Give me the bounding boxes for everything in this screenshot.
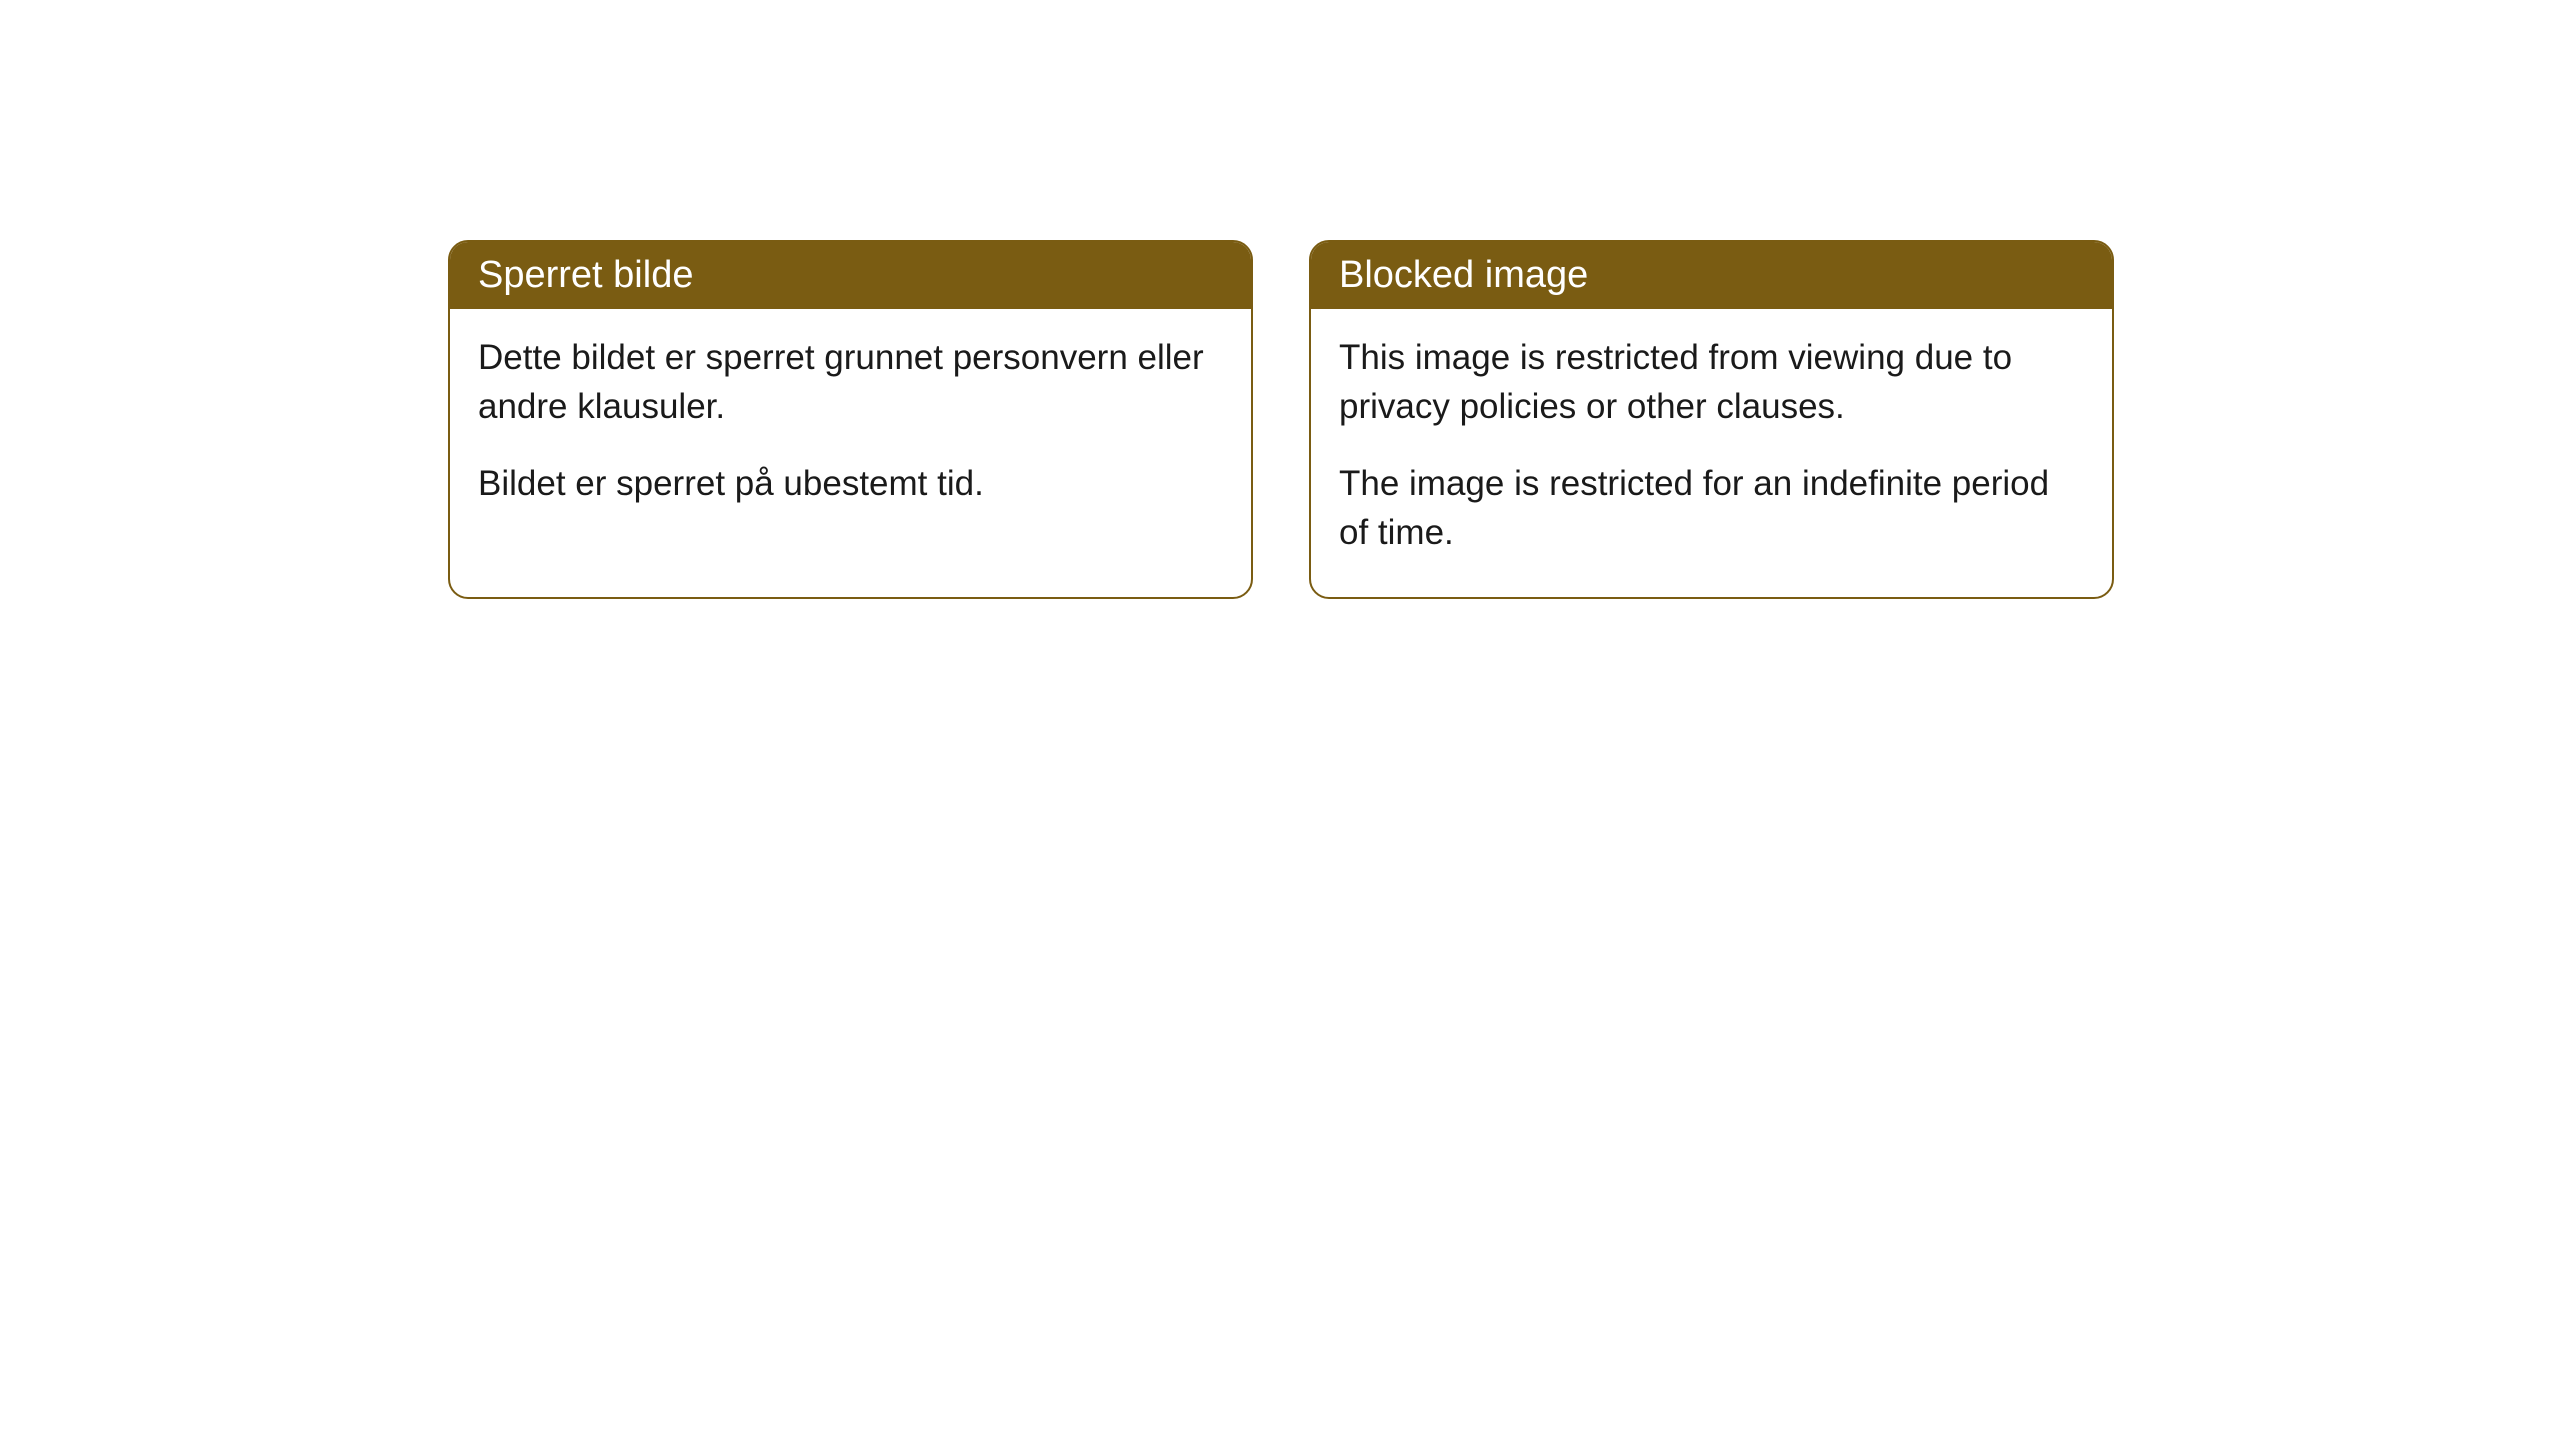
card-header-norwegian: Sperret bilde bbox=[450, 242, 1251, 309]
cards-container: Sperret bilde Dette bildet er sperret gr… bbox=[448, 240, 2560, 599]
card-paragraph-1-english: This image is restricted from viewing du… bbox=[1339, 333, 2084, 431]
card-english: Blocked image This image is restricted f… bbox=[1309, 240, 2114, 599]
card-title-norwegian: Sperret bilde bbox=[478, 254, 693, 296]
card-body-english: This image is restricted from viewing du… bbox=[1311, 309, 2112, 597]
card-body-norwegian: Dette bildet er sperret grunnet personve… bbox=[450, 309, 1251, 548]
card-paragraph-2-norwegian: Bildet er sperret på ubestemt tid. bbox=[478, 459, 1223, 508]
card-paragraph-1-norwegian: Dette bildet er sperret grunnet personve… bbox=[478, 333, 1223, 431]
card-header-english: Blocked image bbox=[1311, 242, 2112, 309]
card-norwegian: Sperret bilde Dette bildet er sperret gr… bbox=[448, 240, 1253, 599]
card-paragraph-2-english: The image is restricted for an indefinit… bbox=[1339, 459, 2084, 557]
card-title-english: Blocked image bbox=[1339, 254, 1588, 296]
